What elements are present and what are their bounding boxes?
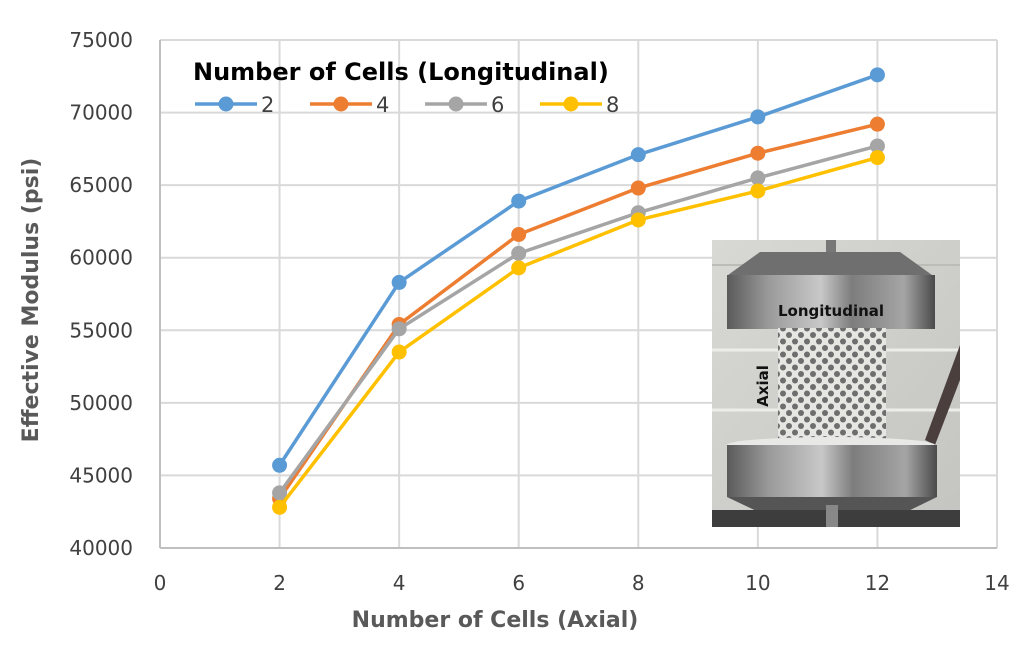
y-tick-label: 60000 [69,246,133,270]
data-point [869,150,885,166]
data-point [750,170,766,186]
data-point [391,344,407,360]
legend-marker [333,96,349,112]
data-point [511,193,527,209]
inset-photo: Longitudinal Axial [712,240,960,527]
x-tick-labels: 0 2 4 6 8 10 12 14 [154,571,1010,595]
x-tick-label: 8 [632,571,645,595]
series-group [272,67,885,515]
legend-label: 6 [491,93,504,117]
y-tick-label: 45000 [69,463,133,487]
data-point [272,499,288,515]
x-tick-label: 4 [393,571,406,595]
y-tick-label: 65000 [69,173,133,197]
data-point [869,67,885,83]
y-tick-label: 70000 [69,101,133,125]
y-tick-label: 55000 [69,318,133,342]
x-tick-label: 12 [865,571,890,595]
data-point [630,212,646,228]
legend-item-8: 8 [540,93,619,117]
data-point [630,180,646,196]
data-point [391,274,407,290]
x-tick-label: 6 [512,571,525,595]
y-tick-label: 50000 [69,391,133,415]
data-point [750,109,766,125]
lattice-specimen [778,328,886,444]
x-axis-title: Number of Cells (Axial) [352,608,639,633]
data-point [511,226,527,242]
legend-marker [563,96,579,112]
x-tick-label: 14 [984,571,1009,595]
y-tick-label: 40000 [69,536,133,560]
legend-marker [448,96,464,112]
series-line [278,73,879,467]
legend-label: 2 [261,93,274,117]
x-tick-label: 10 [745,571,770,595]
series-8 [272,150,885,515]
y-axis-title: Effective Modulus (psi) [19,158,44,443]
y-tick-labels: 40000 45000 50000 55000 60000 65000 70000 75000 [69,28,133,560]
data-point [869,138,885,154]
y-tick-label: 75000 [69,28,133,52]
data-point [511,260,527,276]
data-point [750,183,766,199]
top-platen [727,275,935,329]
legend-item-2: 2 [195,93,274,117]
data-point [630,147,646,163]
data-point [391,321,407,337]
legend-title: Number of Cells (Longitudinal) [193,58,609,86]
x-tick-label: 2 [273,571,286,595]
legend: Number of Cells (Longitudinal) 2 4 6 8 [193,58,619,117]
data-point [869,116,885,132]
legend-label: 8 [606,93,619,117]
bottom-platen [727,445,937,497]
data-point [272,457,288,473]
legend-marker [218,96,234,112]
series-2 [272,67,885,473]
data-point [750,145,766,161]
inset-label-longitudinal: Longitudinal [778,302,884,320]
series-line [278,144,878,494]
legend-item-4: 4 [310,93,389,117]
data-point [511,245,527,261]
data-point [272,485,288,501]
inset-label-axial: Axial [754,365,772,407]
series-line [278,155,878,509]
legend-label: 4 [376,93,389,117]
x-tick-label: 0 [154,571,167,595]
legend-item-6: 6 [425,93,504,117]
